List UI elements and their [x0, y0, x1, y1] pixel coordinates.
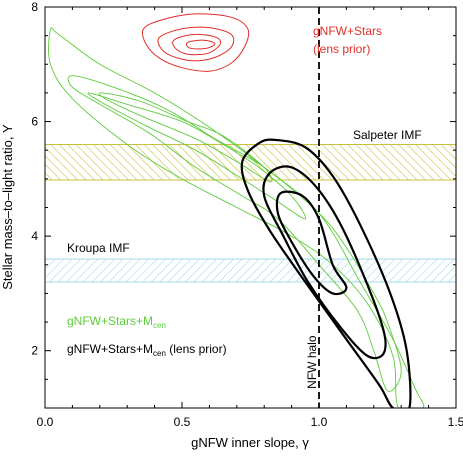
axis-ticks: 0.0 0.5 1.0 1.5 2 4 6 8: [31, 0, 463, 429]
legend-black: gNFW+Stars+Mcen (lens prior): [67, 342, 227, 358]
contour-level-2: [172, 33, 222, 56]
contour-level-0: [142, 13, 250, 72]
nfw-vline-layer: NFW halo: [305, 7, 320, 408]
contour-level-3: [98, 92, 273, 183]
x-tick-label: 0.5: [174, 415, 191, 429]
contour-level-1: [67, 75, 402, 392]
y-tick-label: 2: [31, 344, 38, 358]
contour-level-1: [262, 165, 387, 360]
series-2: [240, 138, 412, 408]
legend-red-line2: (lens prior): [313, 42, 370, 56]
band-kroupa-imf: [45, 259, 456, 282]
legend-green: gNFW+Stars+Mcen: [67, 314, 166, 330]
x-tick-label: 0.0: [37, 415, 54, 429]
contour-series: [48, 13, 425, 408]
x-axis-label: gNFW inner slope, γ: [191, 435, 309, 450]
contour-level-0: [48, 27, 425, 408]
y-tick-label: 6: [31, 115, 38, 129]
contour-level-3: [185, 39, 216, 50]
y-axis-label: Stellar mass–to–light ratio, Υ: [0, 124, 15, 290]
contour-level-1: [157, 26, 235, 62]
series-1: [48, 27, 425, 408]
nfw-halo-label: NFW halo: [305, 335, 319, 389]
imf-bands: [45, 143, 456, 283]
legend-red-line1: gNFW+Stars: [313, 24, 382, 38]
y-tick-label: 4: [31, 229, 38, 243]
contour-level-0: [240, 138, 412, 408]
contour-level-2: [275, 190, 348, 296]
contour-level-2: [87, 92, 307, 220]
y-tick-label: 8: [31, 0, 38, 14]
x-tick-label: 1.0: [311, 415, 328, 429]
kroupa-label: Kroupa IMF: [67, 241, 130, 255]
series-0: [142, 13, 250, 72]
salpeter-label: Salpeter IMF: [353, 128, 422, 142]
x-tick-label: 1.5: [448, 415, 463, 429]
